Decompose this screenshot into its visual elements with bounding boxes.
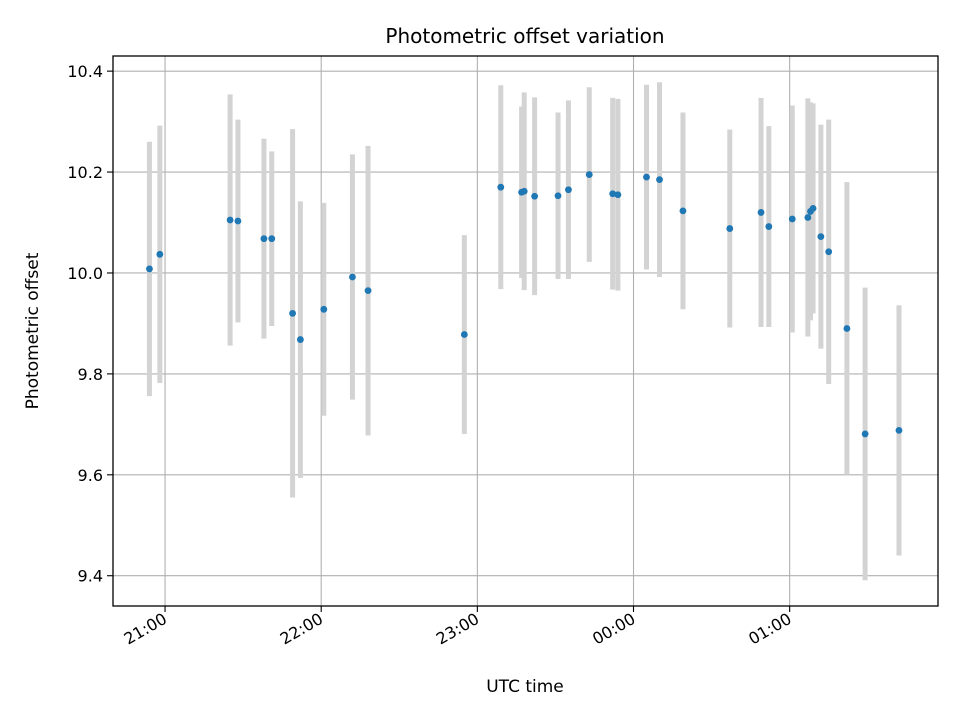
plot-frame	[112, 55, 939, 607]
chart-title: Photometric offset variation	[385, 24, 664, 48]
data-point	[460, 331, 468, 338]
y-tick-label: 9.4	[78, 567, 103, 586]
data-point	[349, 273, 356, 281]
data-point	[825, 248, 833, 256]
data-point	[585, 171, 593, 178]
data-point	[268, 235, 276, 243]
data-point	[679, 207, 687, 215]
data-point	[234, 217, 242, 225]
error-bars	[146, 82, 902, 581]
y-tick-label: 9.8	[78, 365, 103, 384]
x-tick-label: 01:00	[745, 609, 794, 649]
data-point	[260, 235, 268, 243]
data-point	[614, 191, 622, 199]
data-point	[643, 173, 650, 181]
y-tick-label: 10.4	[67, 62, 103, 81]
data-point	[146, 265, 153, 273]
data-point	[364, 287, 372, 295]
y-tick-label: 10.2	[67, 163, 103, 182]
data-point	[861, 430, 869, 438]
data-point	[609, 190, 617, 198]
data-point	[757, 209, 765, 216]
data-points	[146, 171, 903, 438]
data-point	[765, 223, 773, 230]
data-point	[156, 250, 164, 258]
data-point	[843, 325, 851, 332]
x-tick-label: 22:00	[277, 609, 326, 649]
x-axis-label: UTC time	[486, 677, 564, 697]
data-point	[895, 427, 903, 434]
data-point	[554, 192, 562, 200]
data-point	[788, 215, 796, 223]
data-point	[320, 305, 328, 313]
y-tick-label: 10.0	[67, 264, 103, 283]
y-tick-label: 9.6	[78, 466, 103, 485]
y-axis-label: Photometric offset	[23, 252, 43, 409]
data-point	[497, 183, 505, 191]
x-tick-label: 00:00	[589, 609, 638, 649]
y-axis-ticks: 9.4 9.6 9.8 10.0 10.2 10.4	[67, 62, 113, 586]
x-tick-label: 21:00	[121, 609, 170, 649]
data-point	[809, 204, 817, 212]
data-point	[565, 186, 572, 194]
data-point	[520, 187, 528, 195]
data-point	[531, 192, 539, 200]
data-point	[296, 336, 304, 343]
x-tick-label: 23:00	[433, 609, 482, 649]
data-point	[226, 216, 234, 224]
data-point	[289, 309, 296, 317]
data-point	[804, 214, 812, 221]
data-point	[817, 233, 825, 241]
x-axis-ticks: 21:00 22:00 23:00 00:00 01:00	[121, 606, 795, 649]
data-point	[726, 225, 734, 232]
data-point	[656, 176, 663, 184]
